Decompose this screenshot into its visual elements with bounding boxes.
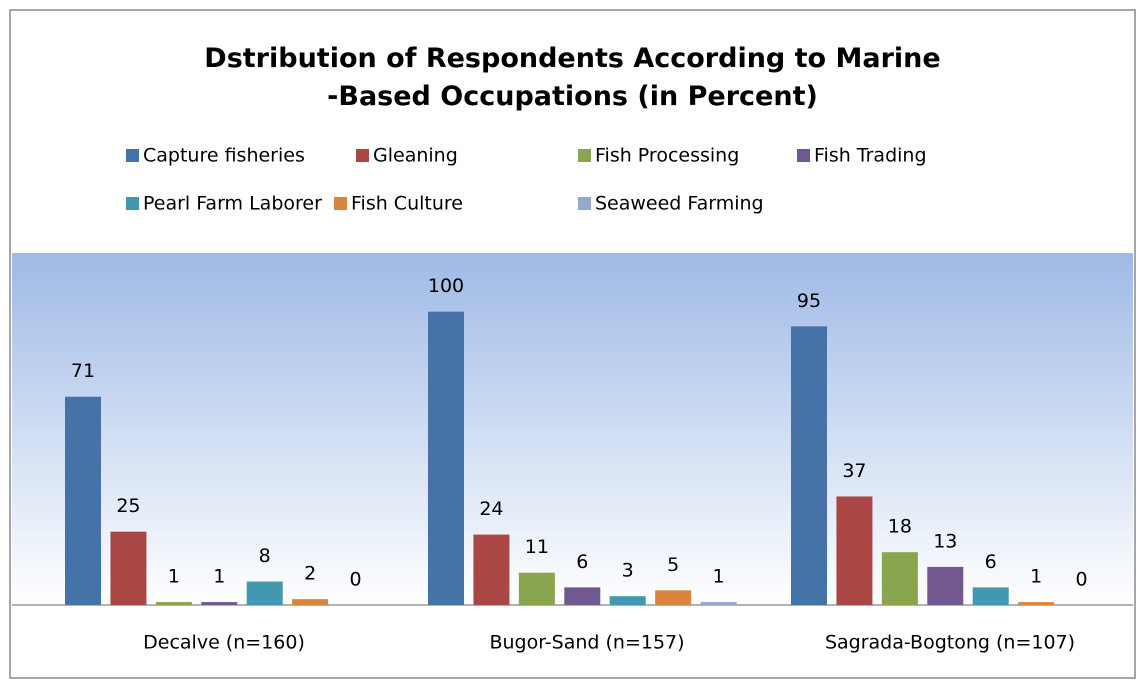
bar: [655, 590, 692, 605]
bar: [791, 326, 827, 605]
bar: [246, 581, 283, 605]
legend-label: Fish Trading: [814, 145, 927, 167]
plot-area: [12, 253, 1133, 605]
data-label: 2: [304, 563, 316, 585]
legend-label: Fish Culture: [351, 193, 463, 215]
legend-label: Pearl Farm Laborer: [143, 193, 322, 215]
data-label: 6: [576, 551, 588, 573]
bar: [473, 534, 510, 605]
data-label: 1: [168, 566, 180, 588]
legend-swatch: [126, 149, 139, 162]
data-label: 71: [71, 360, 95, 382]
data-label: 3: [622, 560, 634, 582]
data-label: 5: [667, 554, 679, 576]
bar: [881, 552, 918, 605]
legend-swatch: [334, 197, 347, 210]
bar: [155, 602, 192, 605]
legend-swatch: [578, 197, 591, 210]
bar: [292, 599, 329, 605]
legend-label: Capture fisheries: [143, 145, 305, 167]
bar: [428, 311, 464, 605]
legend-swatch: [126, 197, 139, 210]
bar: [110, 531, 147, 605]
x-tick-label: Bugor-Sand (n=157): [489, 632, 684, 654]
x-tick-label: Sagrada-Bogtong (n=107): [825, 632, 1075, 654]
data-label: 100: [428, 275, 464, 297]
bar: [518, 572, 555, 605]
data-label: 37: [842, 460, 866, 482]
data-label: 1: [713, 566, 725, 588]
data-label: 0: [350, 569, 362, 591]
chart-title: Dstribution of Respondents According to …: [204, 43, 941, 112]
legend-swatch: [797, 149, 810, 162]
bar: [836, 496, 873, 605]
data-label: 13: [933, 530, 957, 552]
bar: [972, 587, 1009, 605]
data-label: 0: [1076, 569, 1088, 591]
bar: [201, 602, 238, 605]
legend-label: Fish Processing: [595, 145, 739, 167]
data-label: 8: [259, 545, 271, 567]
legend-label: Gleaning: [373, 145, 458, 167]
data-label: 24: [479, 498, 503, 520]
bar: [564, 587, 601, 605]
data-label: 95: [797, 290, 821, 312]
legend-swatch: [578, 149, 591, 162]
data-label: 1: [1030, 566, 1042, 588]
x-tick-label: Decalve (n=160): [143, 632, 305, 654]
data-label: 6: [985, 551, 997, 573]
data-label: 11: [525, 536, 549, 558]
data-label: 18: [888, 516, 912, 538]
legend-label: Seaweed Farming: [595, 193, 764, 215]
bar: [700, 602, 737, 605]
data-label: 1: [213, 566, 225, 588]
bar: [1018, 602, 1055, 605]
data-label: 25: [116, 495, 140, 517]
chart-border: [9, 9, 1136, 679]
bar: [927, 566, 964, 605]
bar: [65, 396, 101, 605]
legend-swatch: [356, 149, 369, 162]
bar: [609, 596, 646, 605]
